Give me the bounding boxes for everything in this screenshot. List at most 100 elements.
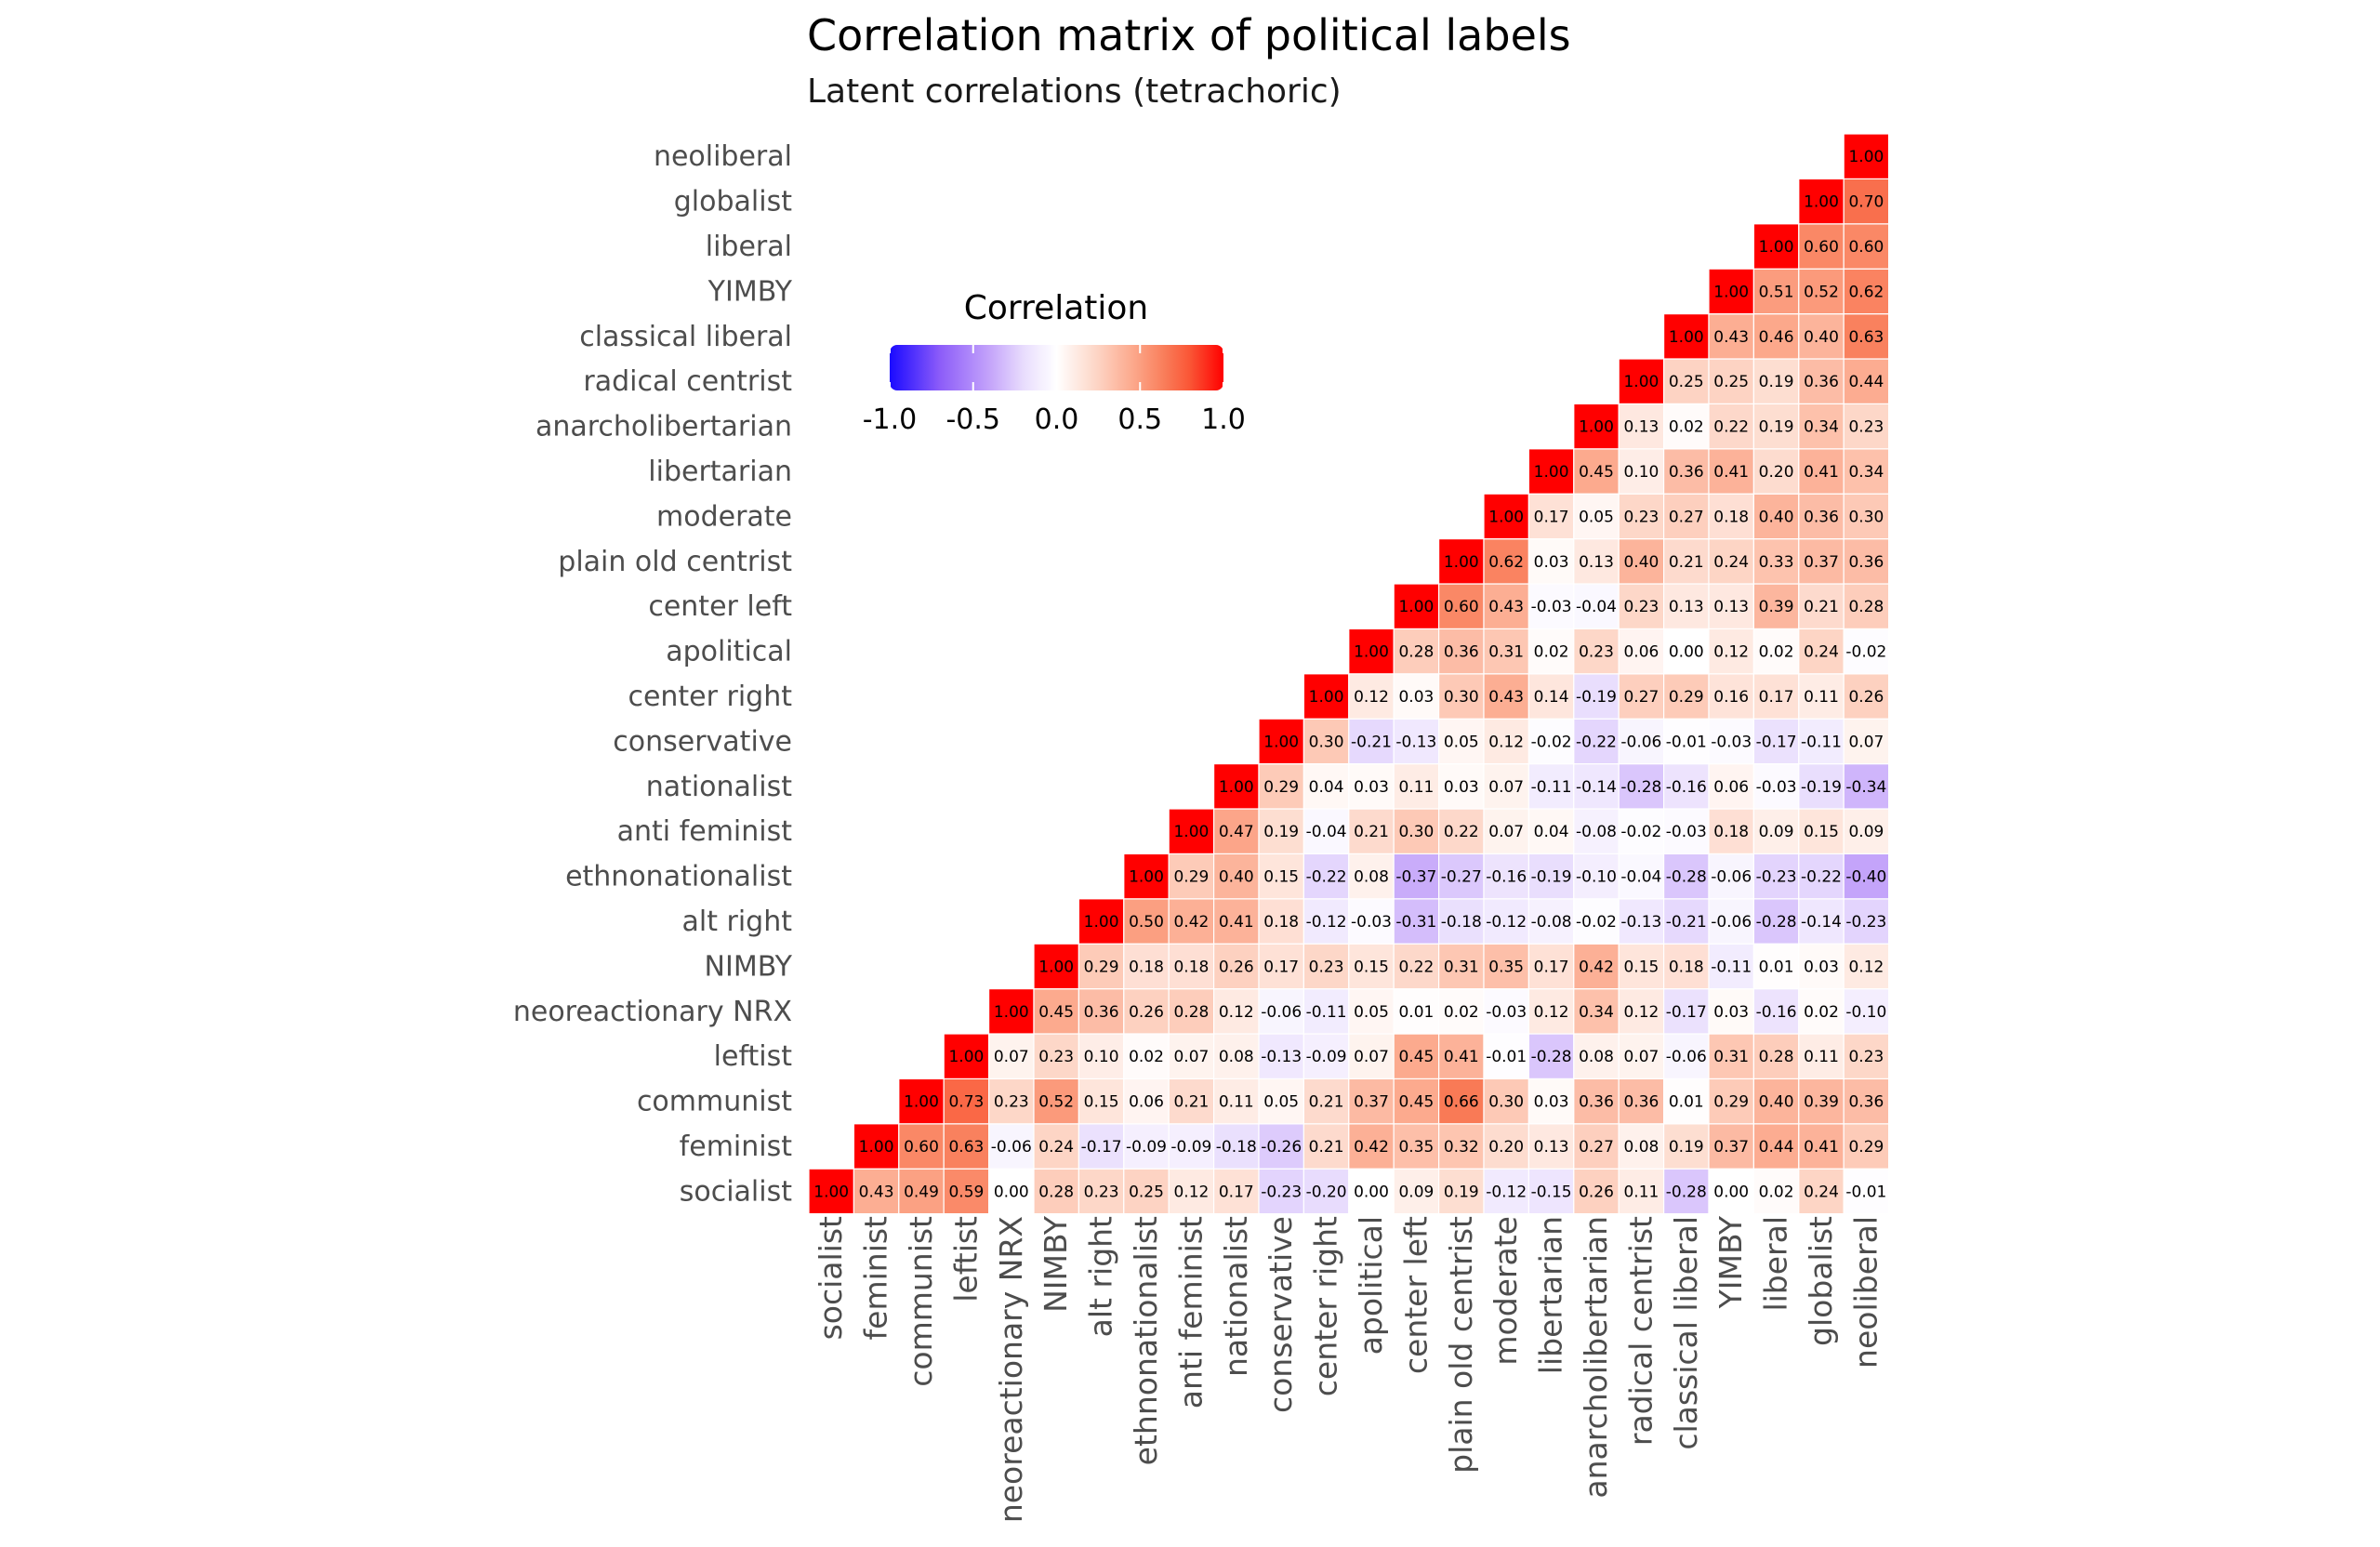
- heatmap-cell: [1752, 628, 1800, 675]
- x-axis-label: globalist: [1803, 1216, 1839, 1346]
- y-axis-label: conservative: [613, 725, 792, 758]
- x-axis-label: liberal: [1758, 1216, 1794, 1312]
- heatmap-cell: [1302, 853, 1350, 900]
- cell-value-label: 0.09: [1848, 823, 1884, 841]
- cell-value-label: 1.00: [1488, 508, 1524, 526]
- y-axis-label: nationalist: [646, 771, 793, 803]
- cell-value-label: -0.26: [1261, 1138, 1302, 1157]
- heatmap-cell: [1258, 808, 1305, 855]
- cell-value-label: 0.13: [1534, 1138, 1569, 1157]
- cell-value-label: 0.35: [1488, 958, 1524, 976]
- cell-value-label: 0.15: [1084, 1093, 1119, 1112]
- cell-value-label: 0.11: [1398, 778, 1434, 797]
- heatmap-cell: [987, 987, 1035, 1035]
- cell-value-label: -0.22: [1576, 733, 1617, 751]
- cell-value-label: 0.15: [1623, 958, 1659, 976]
- heatmap-cell: [1302, 987, 1350, 1035]
- y-axis-label: plain old centrist: [558, 546, 792, 578]
- heatmap-cell: [1752, 673, 1800, 720]
- cell-value-label: -0.10: [1845, 1003, 1886, 1022]
- cell-value-label: 0.40: [1623, 553, 1659, 572]
- cell-value-label: -0.13: [1620, 913, 1661, 932]
- cell-value-label: 0.03: [1804, 958, 1839, 976]
- cell-value-label: 0.36: [1848, 1093, 1884, 1112]
- cell-value-label: 0.00: [1713, 1183, 1749, 1201]
- heatmap-cell: [1393, 718, 1440, 765]
- heatmap-cell: [1798, 762, 1844, 810]
- cell-value-label: -0.03: [1666, 823, 1707, 841]
- cell-value-label: 0.15: [1263, 868, 1299, 887]
- heatmap-cell: [1618, 628, 1665, 675]
- heatmap-cell: [1843, 987, 1890, 1035]
- cell-value-label: 0.29: [1263, 778, 1299, 797]
- cell-value-label: -0.19: [1531, 868, 1572, 887]
- heatmap-cell: [1843, 673, 1890, 720]
- cell-value-label: -0.18: [1216, 1138, 1257, 1157]
- cell-value-label: 0.19: [1444, 1183, 1479, 1201]
- heatmap-cell: [1258, 1168, 1305, 1215]
- cell-value-label: 1.00: [1309, 688, 1344, 707]
- heatmap-cell: [1618, 673, 1665, 720]
- cell-value-label: -0.10: [1576, 868, 1617, 887]
- heatmap-cell: [1302, 1033, 1350, 1080]
- cell-value-label: -0.06: [1666, 1048, 1707, 1066]
- cell-value-label: 0.05: [1444, 733, 1479, 751]
- cell-value-label: -0.28: [1620, 778, 1661, 797]
- cell-value-label: 0.07: [1488, 778, 1524, 797]
- cell-value-label: -0.02: [1576, 913, 1617, 932]
- x-axis-label: feminist: [858, 1216, 894, 1341]
- heatmap-cell: [1078, 1168, 1125, 1215]
- cell-value-label: 0.20: [1759, 463, 1794, 482]
- legend-tick-label: 0.5: [1117, 403, 1162, 436]
- x-axis-label: conservative: [1263, 1216, 1299, 1413]
- cell-value-label: 0.52: [1804, 283, 1839, 301]
- cell-value-label: 0.34: [1804, 418, 1839, 437]
- heatmap-cell: [1573, 583, 1620, 630]
- cell-value-label: 0.24: [1713, 553, 1749, 572]
- heatmap-cell: [1573, 987, 1620, 1035]
- y-axis-label: moderate: [656, 500, 792, 533]
- cell-value-label: -0.13: [1261, 1048, 1302, 1066]
- cell-value-label: 0.10: [1623, 463, 1659, 482]
- cell-value-label: 0.10: [1084, 1048, 1119, 1066]
- cell-value-label: 0.26: [1129, 1003, 1164, 1022]
- heatmap-cell: [1618, 1033, 1665, 1080]
- heatmap-cell: [1078, 1078, 1125, 1125]
- heatmap-cell: [1752, 1078, 1800, 1125]
- cell-value-label: 1.00: [1219, 778, 1254, 797]
- y-axis-label: libertarian: [648, 456, 792, 488]
- cell-value-label: -0.20: [1306, 1183, 1347, 1201]
- heatmap-cell: [1437, 1033, 1485, 1080]
- heatmap-cell: [1618, 718, 1665, 765]
- heatmap-cell: [1483, 1123, 1530, 1170]
- heatmap-cell: [1527, 1168, 1575, 1215]
- heatmap-cell: [1483, 537, 1530, 585]
- cell-value-label: -0.28: [1666, 868, 1707, 887]
- heatmap-cell: [1843, 1033, 1890, 1080]
- heatmap-cell: [1573, 1033, 1620, 1080]
- cell-value-label: 0.29: [1669, 688, 1704, 707]
- x-axis-labels: socialist feminist communist leftist neoreac…: [813, 1215, 1884, 1523]
- cell-value-label: 0.49: [904, 1183, 939, 1201]
- heatmap-cell: [1843, 448, 1890, 495]
- cell-value-label: 0.08: [1579, 1048, 1614, 1066]
- y-axis-label: neoreactionary NRX: [513, 996, 792, 1028]
- cell-value-label: 0.04: [1534, 823, 1569, 841]
- cell-value-label: 0.24: [1804, 643, 1839, 662]
- cell-value-label: -0.28: [1666, 1183, 1707, 1201]
- y-axis-label: YIMBY: [707, 275, 793, 308]
- cell-value-label: 0.12: [1173, 1183, 1209, 1201]
- cell-value-label: 0.27: [1623, 688, 1659, 707]
- cell-value-label: 0.31: [1444, 958, 1479, 976]
- heatmap-cell: [1752, 987, 1800, 1035]
- cell-value-label: 0.34: [1579, 1003, 1614, 1022]
- heatmap-cell: [1843, 718, 1890, 765]
- heatmap-cell: [1527, 537, 1575, 585]
- heatmap-cell: [1348, 853, 1395, 900]
- heatmap-cell: [1662, 1168, 1710, 1215]
- x-axis-label: moderate: [1488, 1216, 1524, 1366]
- heatmap-cell: [1752, 718, 1800, 765]
- y-axis-label: center right: [628, 681, 792, 713]
- cell-value-label: 0.59: [948, 1183, 984, 1201]
- cell-value-label: -0.16: [1486, 868, 1527, 887]
